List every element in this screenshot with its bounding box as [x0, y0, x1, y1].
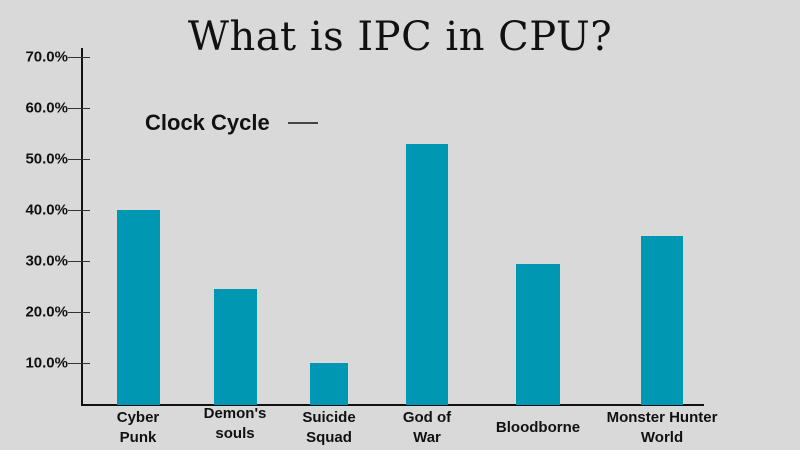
bar	[116, 210, 160, 405]
y-tick-label: 40.0%	[25, 201, 68, 219]
x-tick-label: Suicide Squad	[302, 409, 356, 446]
x-tick-label: Monster Hunter World	[606, 409, 718, 446]
y-axis	[81, 48, 83, 406]
bar	[516, 263, 560, 405]
y-tick-mark	[68, 363, 90, 364]
y-tick-label: 70.0%	[25, 48, 68, 66]
bar	[641, 235, 683, 405]
x-tick-label: Cyber Punk	[116, 409, 160, 446]
y-tick-label: 20.0%	[25, 303, 68, 321]
y-tick-label: 50.0%	[25, 150, 68, 168]
x-tick-label: Bloodborne	[495, 419, 581, 436]
chart-title: What is IPC in CPU?	[187, 14, 613, 60]
y-tick-label: 10.0%	[25, 354, 68, 372]
bar	[213, 289, 257, 405]
legend-line-icon	[287, 122, 318, 124]
bar	[310, 363, 348, 405]
y-tick-mark	[68, 57, 90, 58]
y-tick-mark	[68, 261, 90, 262]
x-tick-label: Demon's souls	[203, 405, 267, 442]
legend-label: Clock Cycle	[145, 110, 270, 135]
bar	[406, 143, 448, 405]
x-tick-label: God of War	[402, 409, 452, 446]
y-tick-mark	[68, 159, 90, 160]
x-axis	[81, 404, 704, 406]
y-tick-label: 30.0%	[25, 252, 68, 270]
y-tick-mark	[68, 210, 90, 211]
legend: Clock Cycle	[145, 110, 318, 136]
y-tick-mark	[68, 108, 90, 109]
y-tick-label: 60.0%	[25, 99, 68, 117]
y-tick-mark	[68, 312, 90, 313]
